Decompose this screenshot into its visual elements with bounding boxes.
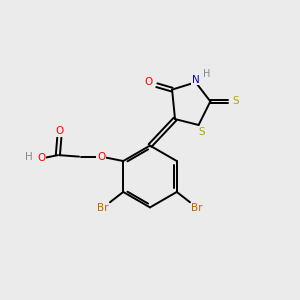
Text: H: H [203, 69, 211, 79]
Text: O: O [144, 77, 153, 87]
Text: N: N [192, 75, 200, 85]
Text: S: S [198, 127, 205, 137]
Text: Br: Br [191, 203, 202, 213]
Text: S: S [232, 96, 239, 106]
Text: H: H [26, 152, 33, 162]
Text: O: O [55, 126, 64, 136]
Text: O: O [38, 153, 46, 163]
Text: O: O [97, 152, 105, 162]
Text: Br: Br [98, 203, 109, 213]
